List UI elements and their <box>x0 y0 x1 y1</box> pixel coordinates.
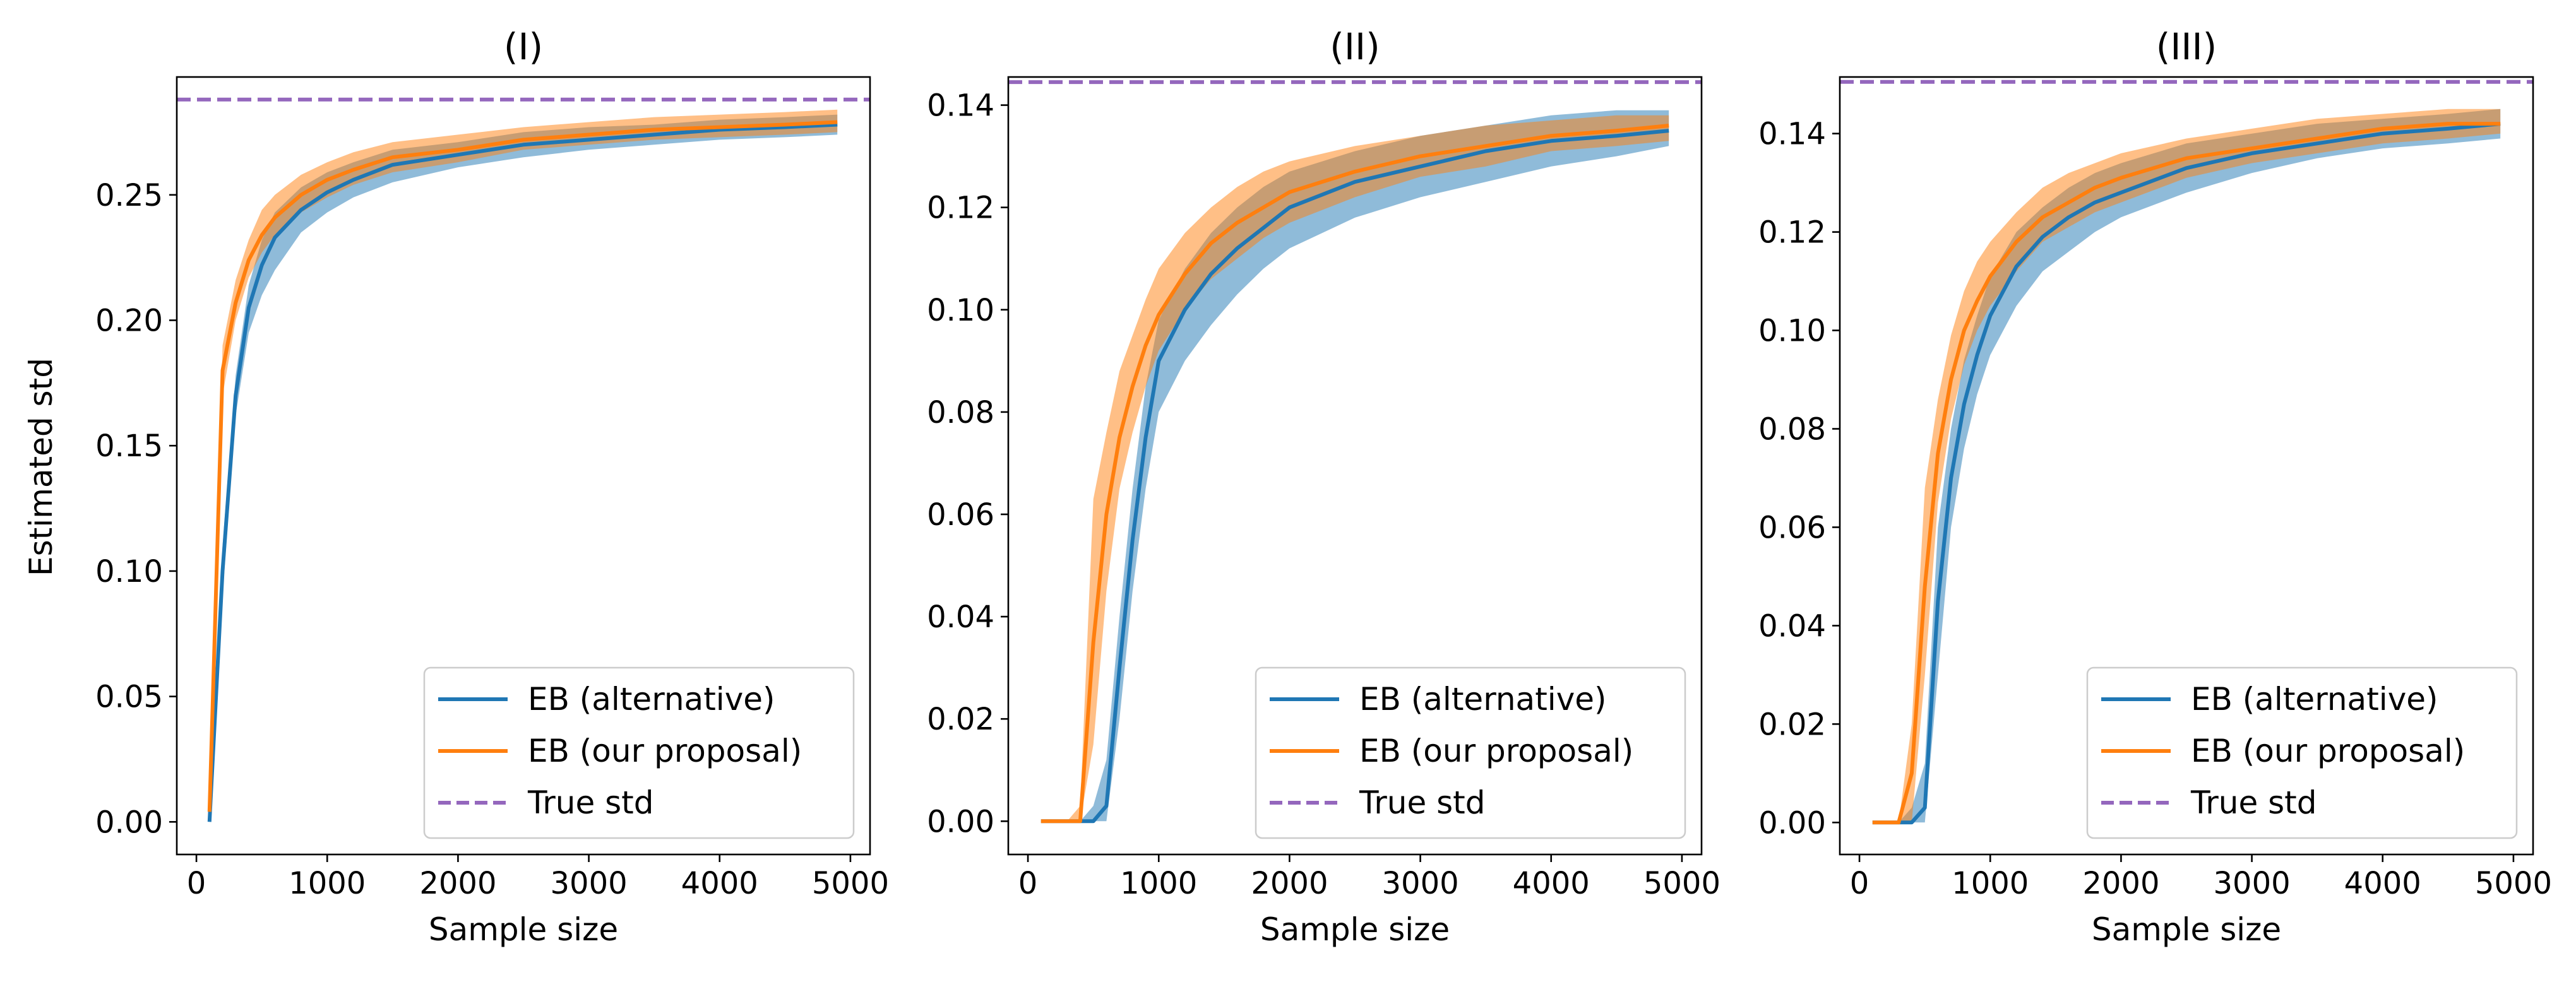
legend-label-true-std: True std <box>2190 784 2317 821</box>
x-tick-label: 1000 <box>289 866 366 901</box>
x-tick-label: 2000 <box>2082 866 2159 901</box>
y-tick-label: 0.00 <box>927 804 994 839</box>
y-tick-label: 0.06 <box>927 497 994 533</box>
y-tick-label: 0.02 <box>1758 707 1826 742</box>
legend: EB (alternative) EB (our proposal) True st… <box>423 666 855 839</box>
plot-area <box>177 97 870 822</box>
figure-ylabel: Estimated std <box>23 358 59 576</box>
x-axis-label: Sample size <box>429 911 618 948</box>
y-tick-label: 0.25 <box>95 178 163 213</box>
y-tick-label: 0.08 <box>927 395 994 430</box>
y-tick-label: 0.10 <box>1758 314 1826 349</box>
legend-label-alternative: EB (alternative) <box>528 681 775 718</box>
y-tick-label: 0.12 <box>1758 215 1826 251</box>
x-tick-label: 4000 <box>681 866 758 901</box>
y-tick-label: 0.12 <box>927 191 994 226</box>
legend-label-alternative: EB (alternative) <box>1359 681 1607 718</box>
confidence-band-alternative <box>1872 109 2501 823</box>
legend-box <box>2086 666 2518 839</box>
series-line-alternative <box>1041 129 1669 824</box>
legend-label-alternative: EB (alternative) <box>2191 681 2438 718</box>
y-tick-label: 0.04 <box>927 600 994 635</box>
y-tick-label: 0.14 <box>1758 117 1826 152</box>
chart-panel-1: 0 1000 2000 3000 4000 5000 0.00 0.05 0.10 0.15 0.2… <box>95 25 889 948</box>
panel-title: (I) <box>504 25 543 68</box>
series-line-alternative <box>1872 122 2501 825</box>
chart-panel-2: 0 1000 2000 3000 4000 5000 0.00 0.02 0.04 0.06 0.0… <box>927 25 1720 948</box>
legend-box <box>1255 666 1686 839</box>
axes-frame <box>1007 76 1703 856</box>
x-axis-label: Sample size <box>1260 911 1450 948</box>
x-tick-label: 3000 <box>551 866 628 901</box>
x-tick-label: 5000 <box>812 866 889 901</box>
x-tick-label: 4000 <box>1513 866 1590 901</box>
panel-title: (II) <box>1330 25 1380 68</box>
x-tick-label: 2000 <box>419 866 496 901</box>
plot-area <box>1840 80 2533 825</box>
legend-label-our-proposal: EB (our proposal) <box>1359 733 1633 769</box>
x-tick-label: 1000 <box>1952 866 2029 901</box>
axes-frame <box>176 76 871 856</box>
series-line-our-proposal <box>1041 124 1669 824</box>
y-tick-label: 0.10 <box>927 293 994 328</box>
series-line-our-proposal <box>207 120 838 812</box>
chart-panel-3: 0 1000 2000 3000 4000 5000 0.00 0.02 0.04 0.06 0.0… <box>1758 25 2552 948</box>
panel-title: (III) <box>2156 25 2217 68</box>
legend-label-our-proposal: EB (our proposal) <box>2191 733 2465 769</box>
x-tick-label: 0 <box>187 866 206 901</box>
x-axis-label: Sample size <box>2092 911 2281 948</box>
legend-label-true-std: True std <box>527 784 654 821</box>
legend: EB (alternative) EB (our proposal) True st… <box>1255 666 1686 839</box>
x-tick-label: 2000 <box>1251 866 1328 901</box>
y-tick-label: 0.06 <box>1758 510 1826 545</box>
series-line-our-proposal <box>1872 122 2501 825</box>
series-line-alternative <box>207 122 838 822</box>
y-tick-label: 0.15 <box>95 428 163 464</box>
x-tick-label: 0 <box>1850 866 1869 901</box>
x-tick-label: 5000 <box>1643 866 1720 901</box>
x-tick-label: 3000 <box>2214 866 2291 901</box>
y-tick-label: 0.00 <box>1758 805 1826 841</box>
panels: 0 1000 2000 3000 4000 5000 0.00 0.05 0.10 0.15 0.2… <box>95 25 2552 948</box>
plot-area <box>1008 80 1702 824</box>
y-tick-label: 0.00 <box>95 805 163 840</box>
y-tick-label: 0.04 <box>1758 608 1826 644</box>
legend-label-our-proposal: EB (our proposal) <box>528 733 802 769</box>
x-tick-label: 4000 <box>2344 866 2421 901</box>
x-tick-label: 0 <box>1018 866 1038 901</box>
y-tick-label: 0.14 <box>927 88 994 124</box>
x-tick-label: 5000 <box>2475 866 2552 901</box>
y-tick-label: 0.20 <box>95 303 163 338</box>
axes-frame <box>1839 76 2534 856</box>
legend: EB (alternative) EB (our proposal) True st… <box>2086 666 2518 839</box>
y-tick-label: 0.10 <box>95 554 163 589</box>
y-tick-label: 0.02 <box>927 702 994 737</box>
y-tick-label: 0.05 <box>95 680 163 715</box>
y-tick-label: 0.08 <box>1758 412 1826 447</box>
legend-label-true-std: True std <box>1359 784 1486 821</box>
x-tick-label: 3000 <box>1382 866 1459 901</box>
legend-box <box>423 666 855 839</box>
x-tick-label: 1000 <box>1120 866 1197 901</box>
